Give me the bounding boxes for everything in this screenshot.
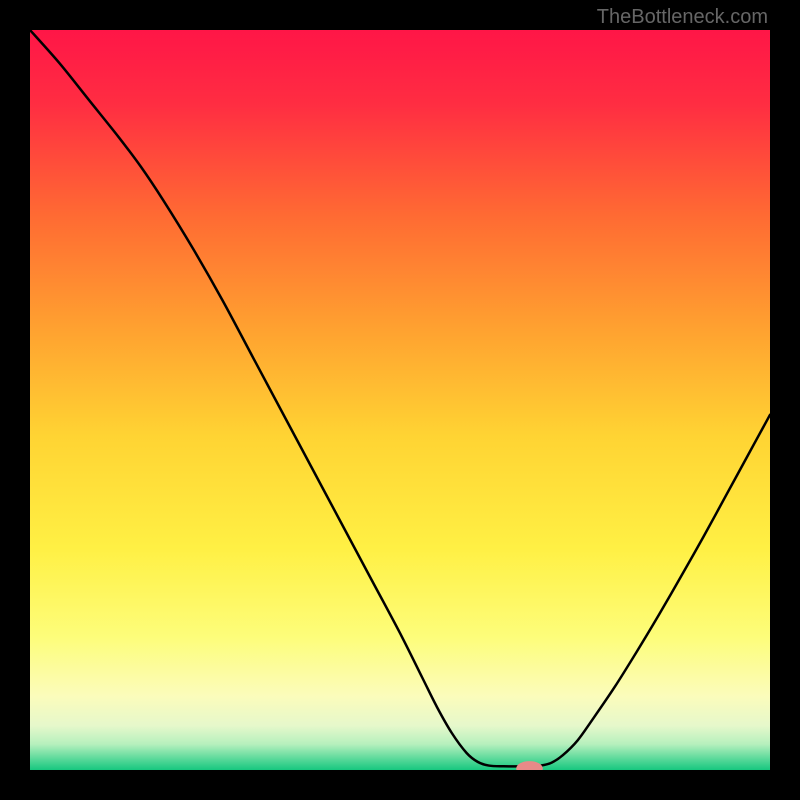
chart-background [30, 30, 770, 770]
chart-svg [30, 30, 770, 770]
bottleneck-chart [30, 30, 770, 770]
watermark-text: TheBottleneck.com [597, 6, 768, 29]
